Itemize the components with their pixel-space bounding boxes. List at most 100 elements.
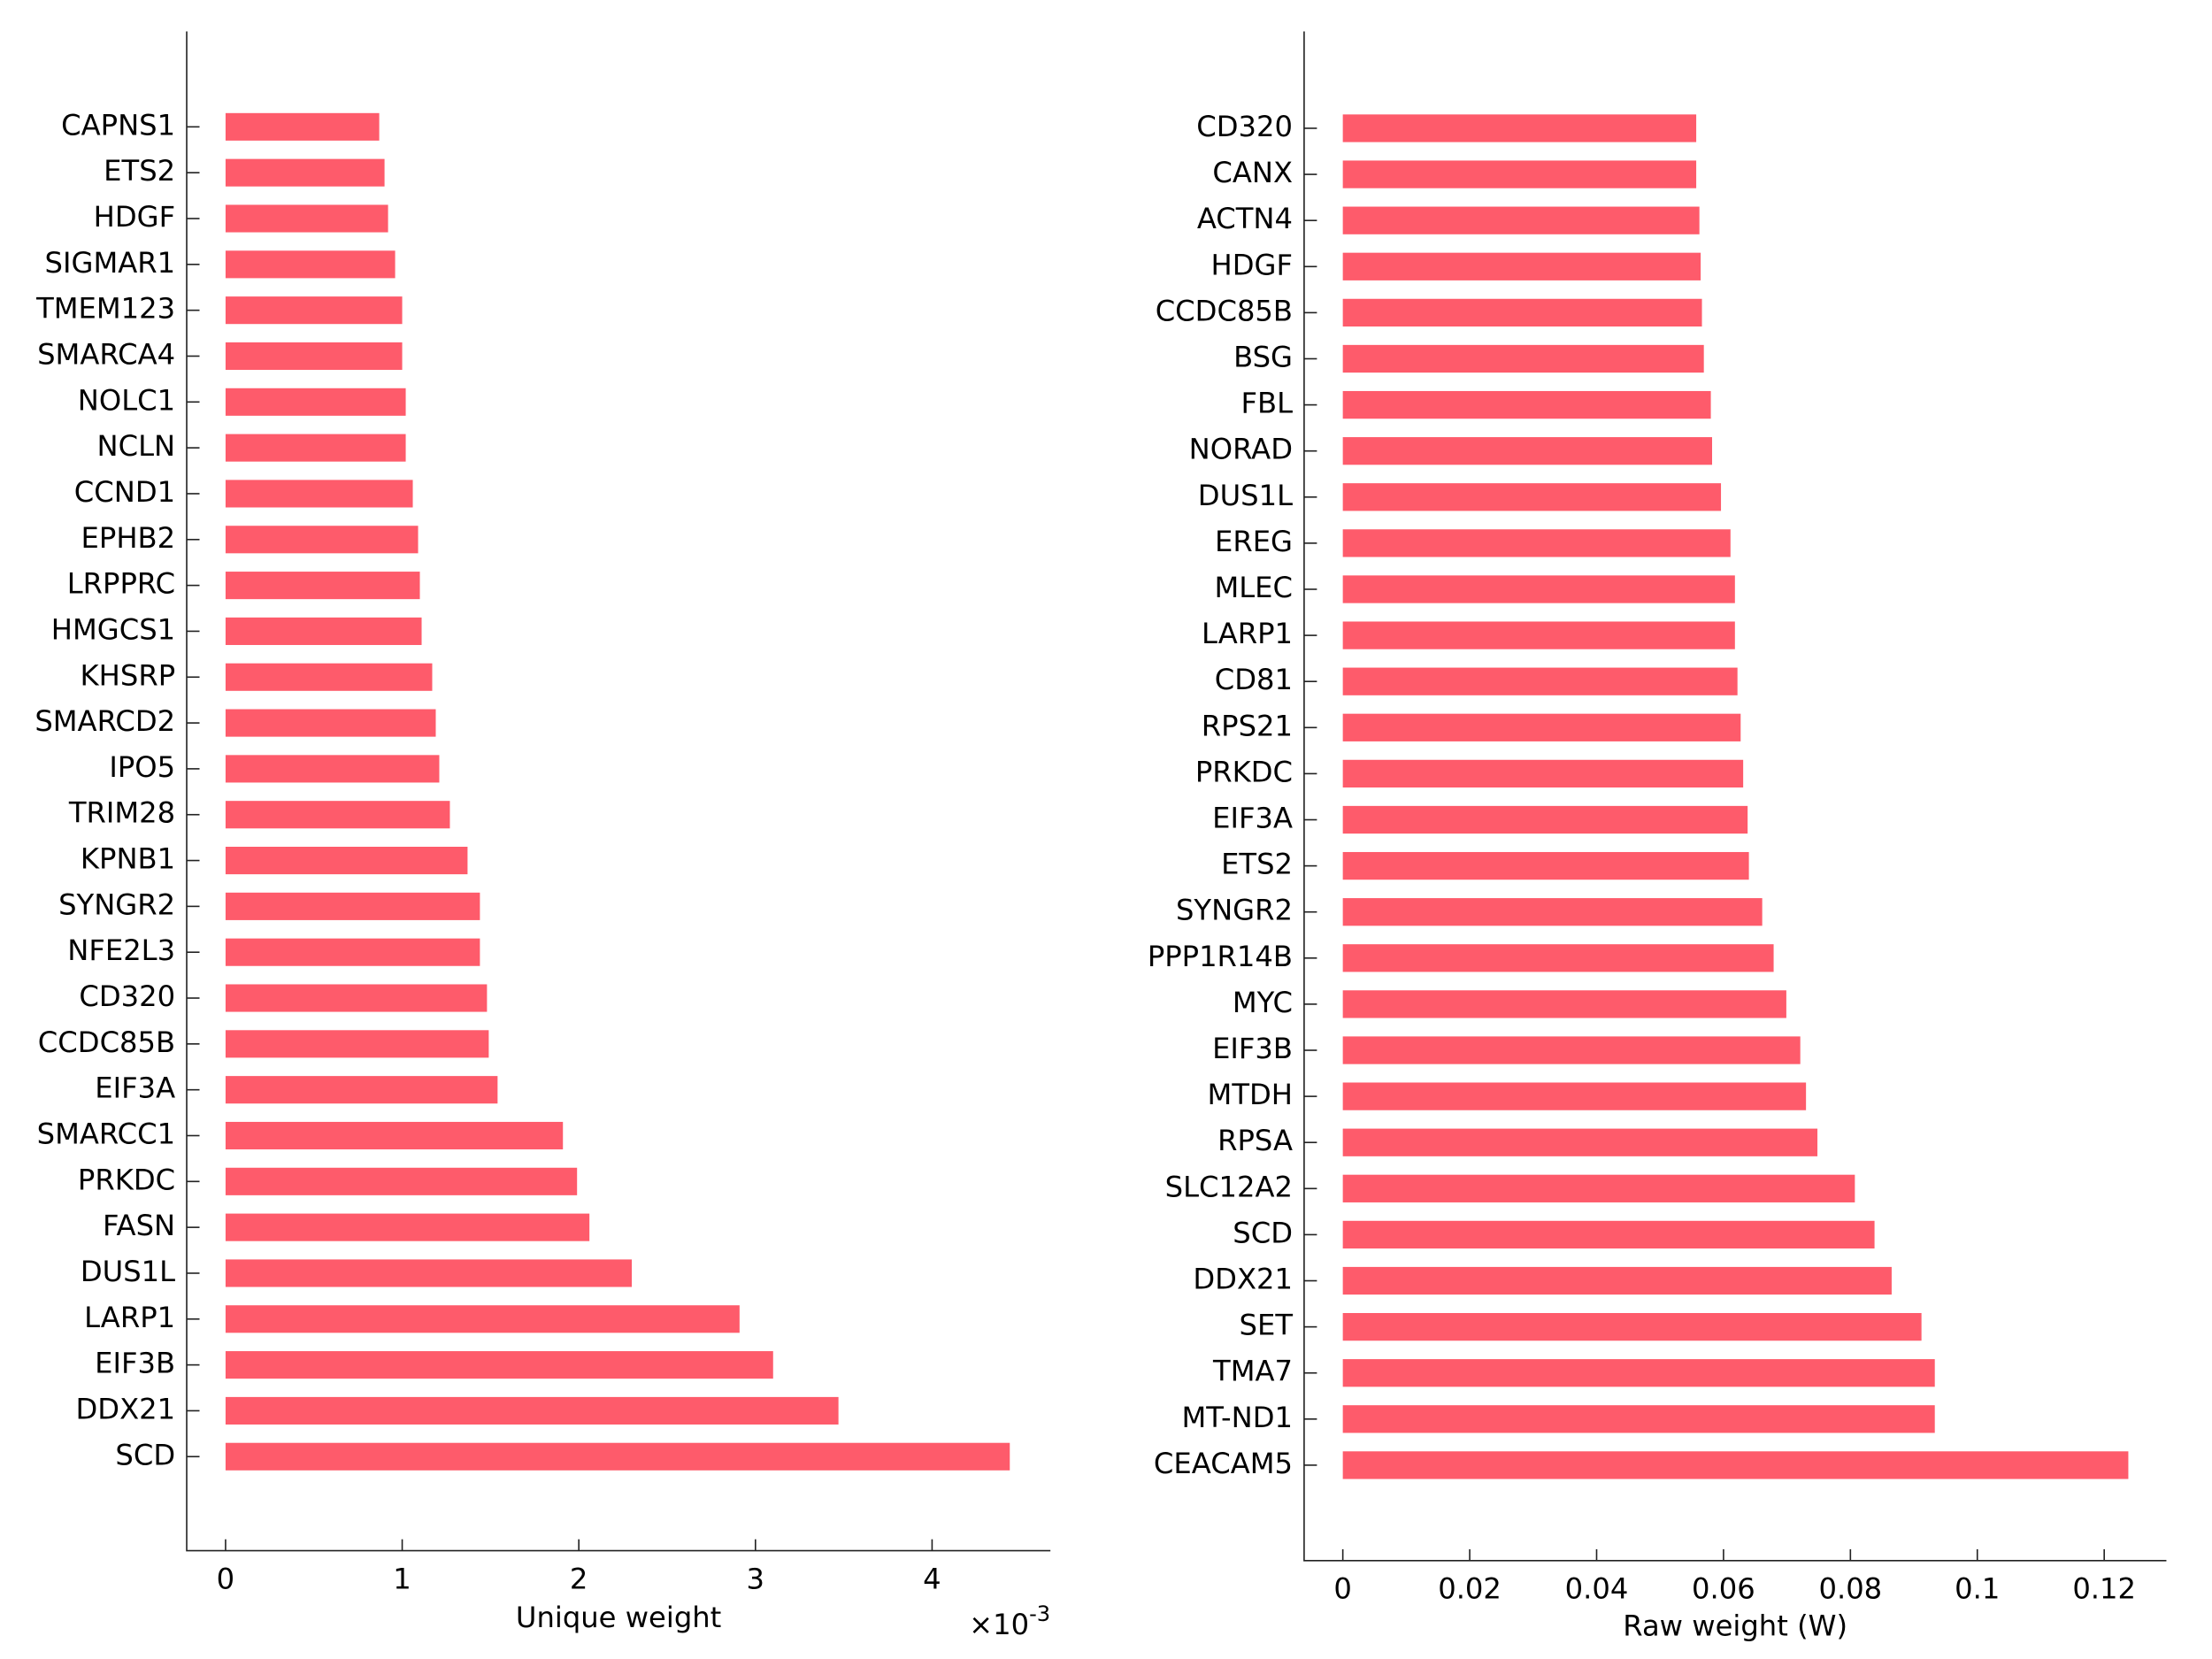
y-tick-label: SMARCC1 — [37, 1117, 176, 1150]
x-tick-label: 0 — [1333, 1572, 1351, 1606]
bar — [1342, 206, 1700, 234]
y-tick-label: DUS1L — [1198, 479, 1293, 512]
y-tick-label: CCDC85B — [1156, 294, 1293, 327]
y-tick-label: SCD — [1233, 1216, 1293, 1249]
bar — [1342, 898, 1763, 926]
y-tick-label: HMGCS1 — [51, 612, 175, 646]
x-tick-label: 0 — [217, 1562, 235, 1595]
y-tick-label: CCND1 — [74, 475, 175, 509]
x-tick-label: 0.1 — [1955, 1572, 2000, 1606]
y-tick-label: SMARCA4 — [37, 337, 175, 371]
y-tick-label: EIF3B — [1212, 1032, 1293, 1065]
bar — [225, 1442, 1010, 1471]
bar — [1342, 1266, 1892, 1295]
bar — [225, 1351, 773, 1379]
bar — [225, 617, 422, 645]
multiplier-base: ×10 — [969, 1608, 1029, 1641]
y-tick-label: CD320 — [1196, 110, 1293, 143]
y-tick-label: CANX — [1212, 156, 1293, 189]
y-tick-label: SET — [1240, 1309, 1294, 1342]
y-tick-label: ETS2 — [104, 154, 175, 188]
y-tick-label: CAPNS1 — [61, 108, 175, 142]
y-tick-label: HDGF — [94, 200, 176, 234]
x-tick-label: 3 — [747, 1562, 764, 1595]
y-tick-label: PRKDC — [1195, 755, 1293, 788]
y-tick-label: PPP1R14B — [1148, 940, 1293, 973]
y-tick-label: TMEM123 — [35, 292, 175, 326]
bar — [1342, 114, 1697, 142]
bar — [1342, 990, 1786, 1018]
bar — [225, 755, 440, 783]
x-multiplier: ×10-3 — [969, 1601, 1050, 1641]
bar — [1342, 1405, 1935, 1433]
bar — [225, 572, 420, 600]
y-tick-label: KPNB1 — [81, 842, 175, 876]
bar — [225, 1259, 633, 1287]
bar — [225, 663, 433, 691]
bar — [225, 801, 450, 829]
bar — [225, 526, 419, 554]
bar — [1342, 713, 1741, 741]
y-tick-label: IPO5 — [109, 750, 175, 784]
bar — [1342, 437, 1713, 465]
y-tick-label: SMARCD2 — [35, 704, 175, 738]
bar — [1342, 667, 1738, 695]
bar — [1342, 298, 1702, 327]
y-tick-label: SLC12A2 — [1165, 1170, 1293, 1203]
y-tick-label: PRKDC — [78, 1163, 175, 1196]
bar — [1342, 1451, 2129, 1479]
y-tick-label: LARP1 — [84, 1301, 175, 1334]
y-tick-label: MTDH — [1208, 1078, 1293, 1111]
multiplier-exponent: -3 — [1029, 1601, 1050, 1626]
y-tick-label: CCDC85B — [38, 1025, 175, 1059]
x-tick-label: 4 — [923, 1562, 941, 1595]
x-tick-label: 0.08 — [1818, 1572, 1882, 1606]
bar — [1342, 805, 1748, 834]
x-tick-label: 0.04 — [1565, 1572, 1629, 1606]
y-tick-label: CEACAM5 — [1154, 1447, 1293, 1480]
x-tick-label: 1 — [393, 1562, 411, 1595]
bar — [1342, 851, 1749, 880]
bar — [225, 984, 488, 1012]
bar — [225, 112, 380, 141]
bar — [1342, 252, 1701, 280]
bar — [225, 1167, 578, 1195]
bar — [225, 1121, 564, 1150]
y-tick-label: FASN — [103, 1209, 175, 1242]
axes — [1303, 31, 2167, 1562]
bar — [225, 434, 406, 462]
y-tick-label: NOLC1 — [78, 383, 175, 417]
x-tick-label: 0.02 — [1438, 1572, 1502, 1606]
y-tick-label: TMA7 — [1212, 1355, 1293, 1388]
bar — [225, 296, 403, 325]
bar — [1342, 944, 1774, 972]
bar — [225, 388, 406, 416]
y-tick-label: NFE2L3 — [67, 933, 175, 967]
y-tick-label: EIF3B — [95, 1347, 175, 1380]
y-tick-label: HDGF — [1211, 248, 1294, 281]
bar — [1342, 160, 1697, 188]
bar — [225, 158, 385, 187]
y-tick-label: SYNGR2 — [58, 887, 175, 921]
bar — [225, 709, 436, 737]
y-tick-label: ACTN4 — [1197, 202, 1293, 235]
bar — [1342, 1036, 1801, 1064]
chart: 0 1 2 3 4 Unique weight ×10-3 CAPNS1 ETS2 HDGF SIG… — [35, 31, 1050, 1641]
bar — [225, 847, 468, 875]
y-tick-label: NCLN — [97, 429, 176, 463]
bar — [225, 480, 413, 508]
bar — [1342, 1082, 1807, 1110]
bar — [1342, 1312, 1922, 1341]
bar — [225, 1396, 839, 1425]
y-tick-label: NORAD — [1189, 433, 1293, 466]
bar — [1342, 621, 1735, 649]
y-tick-label: DDX21 — [75, 1392, 175, 1425]
y-tick-label: DDX21 — [1193, 1263, 1293, 1296]
bar — [225, 342, 403, 371]
y-tick-label: CD81 — [1215, 663, 1293, 696]
bar — [1342, 1220, 1875, 1249]
y-tick-label: MYC — [1233, 986, 1293, 1019]
y-tick-label: TRIM28 — [68, 796, 175, 830]
bar — [225, 938, 480, 966]
y-tick-label: ETS2 — [1221, 848, 1293, 881]
